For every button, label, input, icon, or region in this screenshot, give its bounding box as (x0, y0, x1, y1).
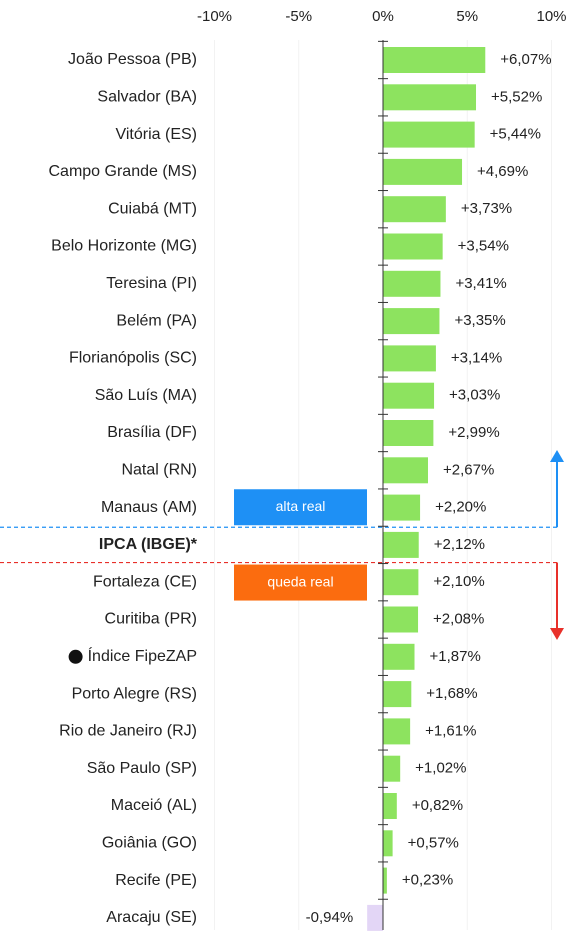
category-label: Salvador (BA) (97, 89, 197, 106)
x-tick-label: -10% (197, 8, 232, 25)
category-label: Manaus (AM) (101, 499, 197, 516)
bar (383, 457, 428, 484)
bar (383, 382, 435, 409)
value-label: +1,87% (430, 648, 481, 665)
bar (383, 47, 486, 73)
arrow-head (550, 450, 564, 462)
bar (383, 233, 443, 260)
value-label: +2,08% (433, 610, 484, 627)
x-tick-label: 0% (372, 8, 394, 25)
bar (383, 643, 415, 670)
value-label: +2,20% (435, 499, 486, 516)
value-label: +3,35% (454, 312, 505, 329)
bar (383, 569, 419, 596)
value-label: +0,57% (408, 834, 459, 851)
bar (383, 121, 475, 148)
value-label: +1,68% (426, 685, 477, 702)
bar (383, 494, 421, 521)
category-label: Rio de Janeiro (RJ) (59, 723, 197, 740)
bar (367, 904, 383, 931)
category-label: IPCA (IBGE)* (99, 536, 198, 553)
category-label: Campo Grande (MS) (49, 163, 198, 180)
category-label: Cuiabá (MT) (108, 200, 197, 217)
value-label: +5,52% (491, 88, 542, 105)
category-label: Goiânia (GO) (102, 835, 197, 852)
category-label: Fortaleza (CE) (93, 573, 197, 590)
bar (383, 308, 440, 335)
category-label: Recife (PE) (115, 872, 197, 889)
value-label: +3,03% (449, 387, 500, 404)
category-label: Porto Alegre (RS) (72, 685, 197, 702)
category-label: Natal (RN) (121, 462, 197, 479)
value-label: +2,12% (434, 536, 485, 553)
category-label: São Luís (MA) (95, 387, 197, 404)
value-label: +1,61% (425, 722, 476, 739)
value-label: +4,69% (477, 163, 528, 180)
value-label: +5,44% (490, 126, 541, 143)
value-label: +1,02% (415, 760, 466, 777)
value-label: +3,73% (461, 200, 512, 217)
bar (383, 420, 434, 446)
value-label: +3,54% (458, 237, 509, 254)
category-label: Belém (PA) (116, 312, 197, 329)
value-label: +3,41% (455, 275, 506, 292)
value-label: +6,07% (500, 51, 551, 68)
value-label: +0,23% (402, 872, 453, 889)
x-tick-label: 10% (536, 8, 566, 25)
bar (383, 606, 419, 633)
category-label: Vitória (ES) (115, 126, 197, 143)
marker-dot (68, 649, 83, 664)
category-label: Maceió (AL) (111, 797, 197, 814)
bar (383, 270, 441, 297)
category-label: Brasília (DF) (107, 424, 197, 441)
bar (383, 681, 412, 708)
annotation-box (234, 489, 367, 526)
value-label: +2,67% (443, 461, 494, 478)
bar (383, 830, 393, 857)
value-label: +3,14% (451, 349, 502, 366)
x-tick-label: 5% (456, 8, 478, 25)
value-label: +0,82% (412, 797, 463, 814)
category-label: Belo Horizonte (MG) (51, 238, 197, 255)
bar (383, 867, 387, 894)
arrow-head (550, 628, 564, 640)
value-label: +2,10% (433, 573, 484, 590)
category-label: Índice FipeZAP (88, 646, 197, 665)
annotation-text: alta real (276, 498, 326, 514)
value-label: +2,99% (448, 424, 499, 441)
bar (383, 755, 401, 782)
bar (383, 345, 436, 372)
bar (383, 84, 477, 111)
category-label: Aracaju (SE) (106, 909, 197, 926)
bar (383, 158, 463, 185)
bar (383, 718, 411, 745)
x-tick-label: -5% (285, 8, 312, 25)
category-label: Florianópolis (SC) (69, 350, 197, 367)
bar (383, 793, 397, 819)
category-label: Curitiba (PR) (105, 611, 197, 628)
category-label: João Pessoa (PB) (68, 51, 197, 68)
annotation-box (234, 564, 367, 601)
category-label: Teresina (PI) (106, 275, 197, 292)
value-label: -0,94% (306, 909, 354, 926)
bar (383, 531, 419, 558)
annotation-text: queda real (267, 573, 333, 589)
bar (383, 196, 446, 223)
category-label: São Paulo (SP) (87, 760, 197, 777)
